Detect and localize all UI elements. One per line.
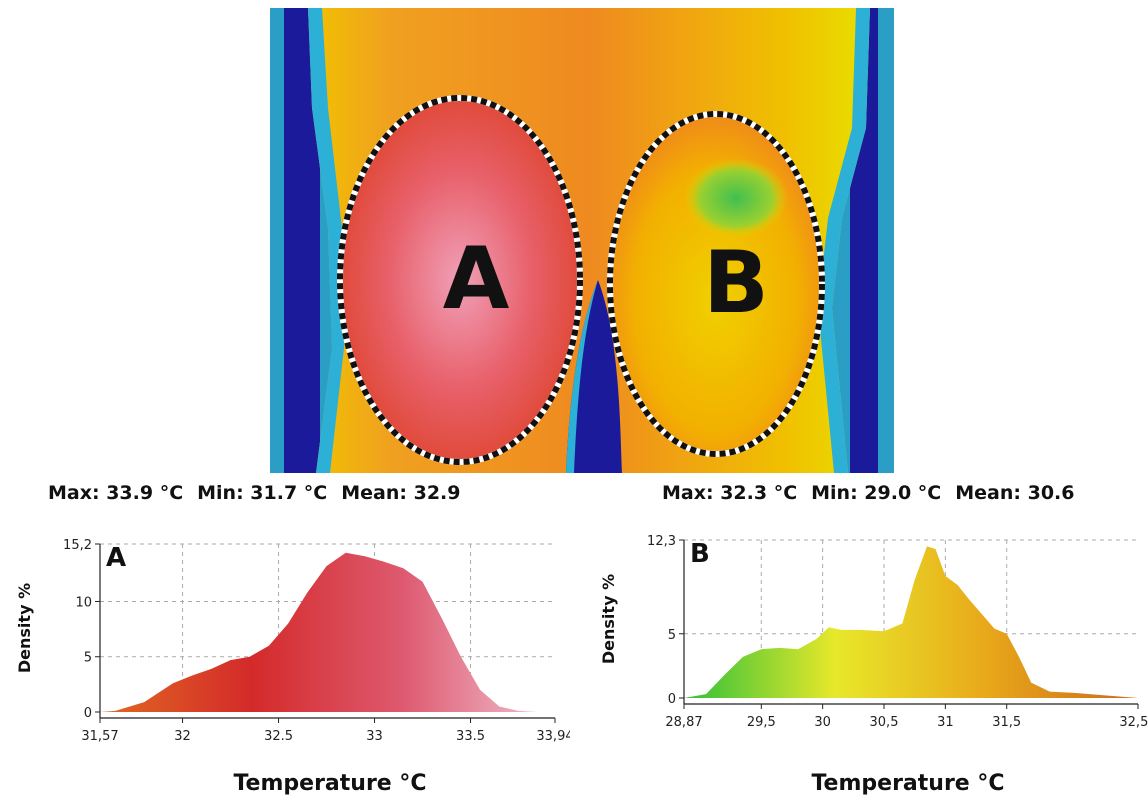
stat-max: Max: 33.9 °C [48,482,184,504]
panel-label: B [690,539,710,569]
x-tick-label: 32 [174,729,191,744]
body-edge-cyan [308,8,344,473]
stats-region-b: Max: 32.3 °C Min: 29.0 °C Mean: 30.6 [662,482,1088,504]
stat-max: Max: 32.3 °C [662,482,798,504]
panel-label: A [106,543,126,573]
y-tick-label: 5 [668,628,676,643]
x-axis-title: Temperature °C [811,771,1004,796]
y-tick-label: 0 [84,706,92,721]
x-tick-label: 30 [814,715,831,730]
y-axis-title: Density % [599,574,618,664]
x-tick-label: 28,87 [665,715,702,730]
x-tick-label: 29,5 [747,715,776,730]
x-tick-label: 33.5 [456,729,485,744]
x-tick-label: 33,94 [536,729,570,744]
x-axis-title: Temperature °C [233,771,426,796]
density-area [100,552,555,712]
y-tick-label: 10 [75,595,92,610]
midline-cold-gap-rim [566,280,598,473]
density-area [684,546,1138,698]
region-a-outline-dots [337,95,583,465]
cool-spot [684,158,788,238]
body-edge-cyan-right [818,8,870,473]
x-tick-label: 31,5 [992,715,1021,730]
y-tick-label: 15,2 [63,538,92,553]
y-tick-label: 12,3 [647,534,676,549]
region-b-label: B [703,233,769,333]
y-tick-label: 0 [668,692,676,707]
y-axis-title: Density % [15,583,34,673]
stat-min: Min: 31.7 °C [197,482,328,504]
x-tick-label: 31 [937,715,954,730]
x-tick-label: 32,57 [1119,715,1148,730]
thermal-image: A B [270,8,894,473]
x-tick-label: 31,57 [81,729,118,744]
y-tick-label: 5 [84,651,92,666]
x-tick-label: 32.5 [264,729,293,744]
stat-mean: Mean: 30.6 [955,482,1075,504]
region-a-label: A [443,229,510,329]
region-a-fill [340,98,580,462]
x-tick-label: 30,5 [870,715,899,730]
stat-min: Min: 29.0 °C [811,482,942,504]
x-tick-label: 33 [366,729,383,744]
histogram-chart-a: 31,57 32 32.5 33 33.5 33,94 0 5 10 15,2 A Temperatu… [15,538,570,796]
midline-cold-gap [566,280,622,473]
histogram-chart-b: 28,87 29,5 30 30,5 31 31,5 32,57 0 5 12,3 B Tempera… [599,534,1148,796]
stat-mean: Mean: 32.9 [341,482,461,504]
region-b-outline-dots [607,111,825,457]
stats-region-a: Max: 33.9 °C Min: 31.7 °C Mean: 32.9 [48,482,474,504]
